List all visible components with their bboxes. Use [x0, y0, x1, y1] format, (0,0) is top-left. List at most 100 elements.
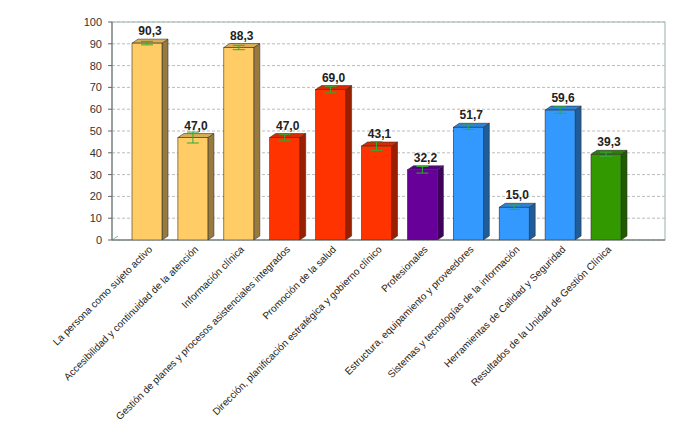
bar-side [346, 86, 352, 240]
error-cap [508, 209, 520, 210]
tick-label: 60 [90, 103, 102, 115]
tick-label: 0 [96, 234, 102, 246]
bar [316, 90, 346, 240]
bar-group [407, 166, 443, 240]
error-stem [376, 142, 377, 151]
error-bar [554, 107, 566, 114]
error-stem [468, 125, 469, 129]
error-bar [371, 142, 383, 151]
error-cap [371, 150, 383, 151]
data-label: 43,1 [368, 127, 392, 141]
category-label: Profesionales [379, 244, 430, 295]
tick-label: 100 [84, 16, 102, 28]
tick-label: 90 [90, 38, 102, 50]
bar [270, 138, 300, 240]
error-bar [600, 152, 612, 156]
bar-top [545, 106, 581, 110]
error-cap [187, 142, 199, 143]
error-cap [462, 125, 474, 126]
bar-side [437, 166, 443, 240]
category-label: Promoción de la salud [260, 244, 338, 322]
category-label: Resultados de la Unidad de Gestión Clíni… [469, 243, 614, 388]
error-cap [279, 140, 291, 141]
error-bar [416, 167, 428, 174]
tick-mark [108, 109, 112, 110]
data-label: 59,6 [551, 91, 575, 105]
data-label: 15,0 [506, 188, 530, 202]
error-bar [279, 134, 291, 141]
error-cap [554, 113, 566, 114]
error-cap [233, 45, 245, 46]
error-cap [325, 92, 337, 93]
error-cap [600, 152, 612, 153]
error-bar [508, 205, 520, 209]
data-label: 90,3 [138, 24, 162, 38]
tick-mark [108, 196, 112, 197]
tick-mark [108, 87, 112, 88]
bar-side [392, 142, 398, 240]
tick-mark [108, 218, 112, 219]
error-stem [514, 205, 515, 209]
error-cap [233, 49, 245, 50]
bar [407, 170, 437, 240]
error-cap [141, 41, 153, 42]
y-axis [112, 22, 113, 240]
grid-line [112, 87, 665, 88]
tick-label: 80 [90, 60, 102, 72]
bar-group [453, 123, 489, 240]
tick-label: 70 [90, 81, 102, 93]
bar-group [132, 39, 168, 240]
bar-group [224, 44, 260, 240]
bar [132, 43, 162, 240]
tick-label: 40 [90, 147, 102, 159]
grid-line [112, 109, 665, 110]
bar [362, 146, 392, 240]
bar-side [483, 123, 489, 240]
tick-mark [108, 22, 112, 23]
bar-side [208, 134, 214, 240]
grid-line [112, 43, 665, 44]
error-cap [371, 141, 383, 142]
error-stem [606, 152, 607, 156]
bar-group [178, 134, 214, 240]
tick-mark [108, 152, 112, 153]
data-label: 88,3 [230, 29, 254, 43]
bar-top [407, 166, 443, 170]
error-stem [560, 107, 561, 114]
bar-group [270, 134, 306, 240]
data-label: 47,0 [276, 119, 300, 133]
error-cap [508, 205, 520, 206]
error-bar [325, 86, 337, 93]
error-cap [416, 173, 428, 174]
bar-side [621, 150, 627, 240]
bar-group [591, 150, 627, 240]
bar [224, 48, 254, 240]
tick-mark [108, 65, 112, 66]
plot-frame [112, 22, 665, 240]
tick-label: 10 [90, 212, 102, 224]
error-cap [600, 156, 612, 157]
error-stem [192, 132, 193, 143]
category-label: La persona como sujeto activo [51, 243, 155, 347]
bar [545, 110, 575, 240]
bar-top [453, 123, 489, 127]
bar-top [362, 142, 398, 146]
error-stem [238, 45, 239, 49]
data-label: 32,2 [414, 151, 438, 165]
bar-group [499, 203, 535, 240]
data-label: 47,0 [184, 119, 208, 133]
bar-top [132, 39, 168, 43]
bar [591, 154, 621, 240]
error-stem [147, 41, 148, 44]
error-bar [187, 132, 199, 143]
bar-side [254, 44, 260, 240]
error-bar [141, 41, 153, 44]
bar [453, 127, 483, 240]
error-stem [422, 167, 423, 174]
error-cap [325, 86, 337, 87]
tick-label: 50 [90, 125, 102, 137]
bars [132, 39, 627, 240]
category-label: Dirección, planificación estratégica y g… [210, 243, 384, 417]
bar-top [270, 134, 306, 138]
data-label: 69,0 [322, 71, 346, 85]
